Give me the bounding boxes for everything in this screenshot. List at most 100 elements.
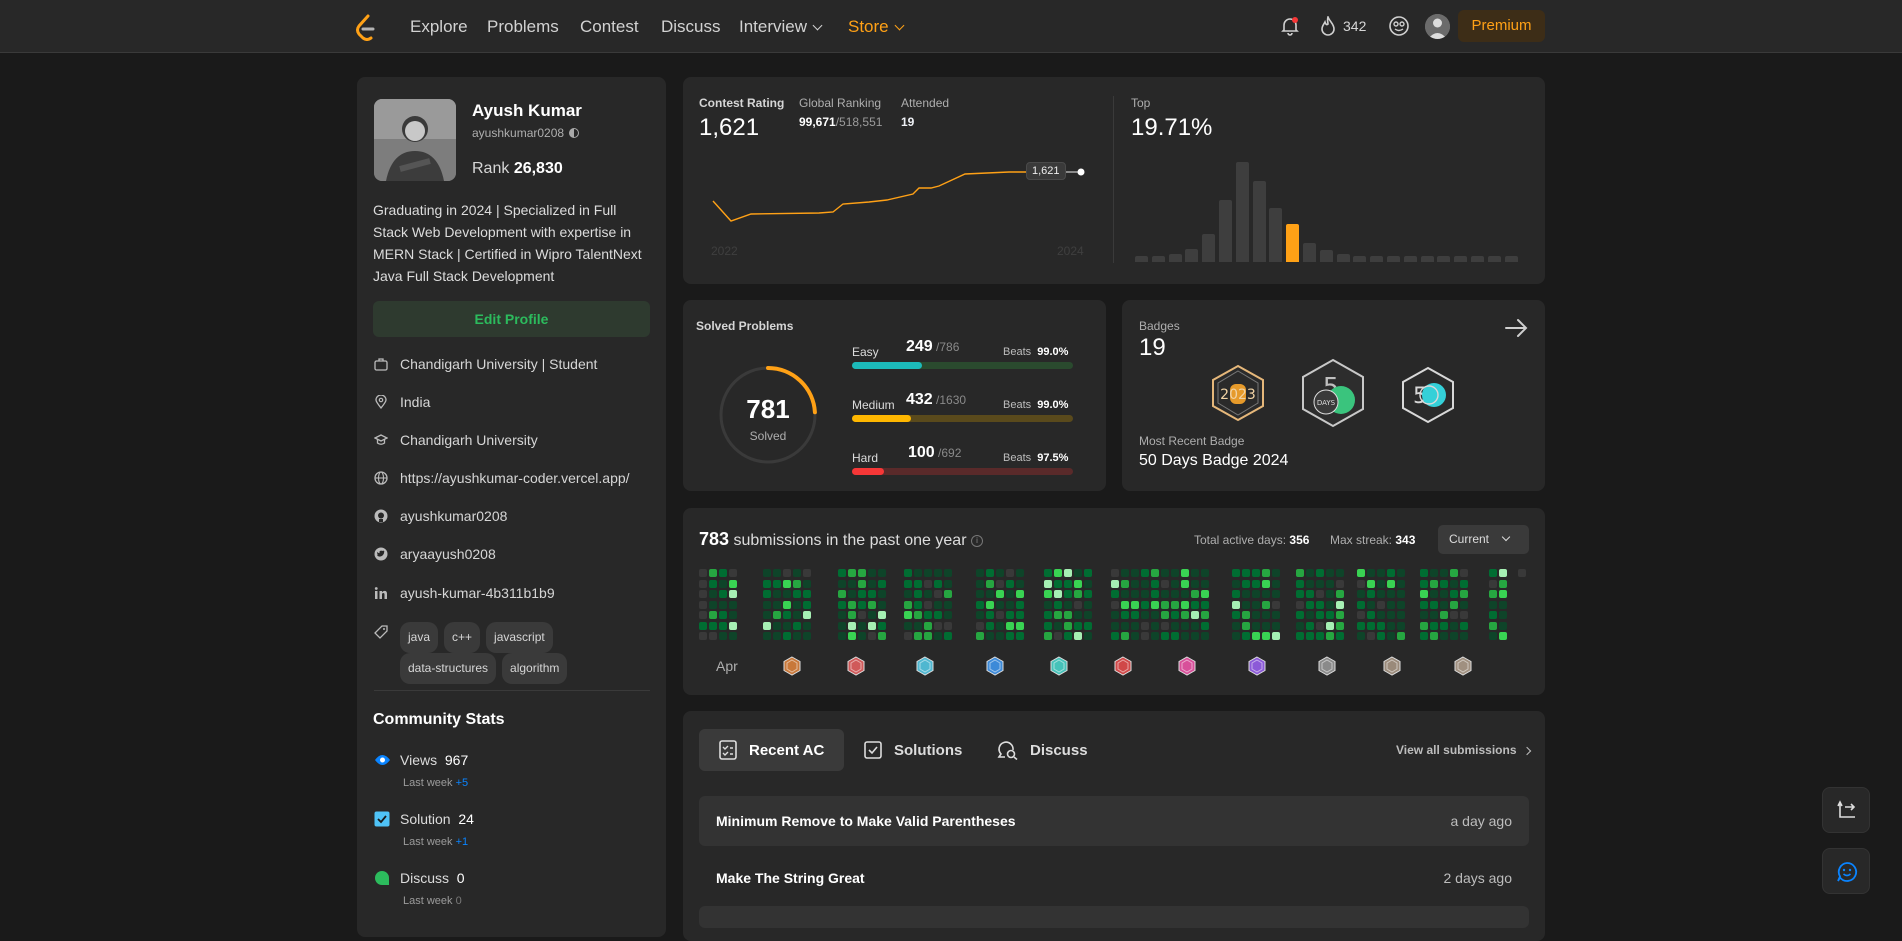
heatmap-cell[interactable] <box>1296 590 1304 598</box>
heatmap-cell[interactable] <box>976 621 984 630</box>
heatmap-cell[interactable] <box>1489 590 1497 598</box>
heatmap-cell[interactable] <box>1420 579 1428 588</box>
heatmap-cell[interactable] <box>878 621 886 630</box>
heatmap-cell[interactable] <box>904 569 912 577</box>
heatmap-cell[interactable] <box>1450 632 1458 640</box>
heatmap-cell[interactable] <box>1460 579 1468 588</box>
tab-solutions[interactable]: Solutions <box>844 729 982 771</box>
heatmap-cell[interactable] <box>1084 611 1092 619</box>
heatmap-cell[interactable] <box>1336 621 1344 630</box>
heatmap-cell[interactable] <box>1306 590 1314 598</box>
heatmap-cell[interactable] <box>914 569 922 577</box>
heatmap-cell[interactable] <box>1121 632 1129 640</box>
heatmap-cell[interactable] <box>699 600 707 609</box>
heatmap-cell[interactable] <box>1171 590 1179 598</box>
heatmap-cell[interactable] <box>699 579 707 588</box>
heatmap-cell[interactable] <box>1181 611 1189 619</box>
heatmap-cell[interactable] <box>1141 590 1149 598</box>
heatmap-cell[interactable] <box>1460 569 1468 577</box>
heatmap-cell[interactable] <box>1121 621 1129 630</box>
recent-item[interactable]: Make The String Great 2 days ago <box>716 870 1512 886</box>
heatmap-cell[interactable] <box>934 621 942 630</box>
heatmap-cell[interactable] <box>1141 600 1149 609</box>
heatmap-cell[interactable] <box>803 569 811 577</box>
heatmap-cell[interactable] <box>1499 600 1507 609</box>
heatmap-cell[interactable] <box>1151 632 1159 640</box>
heatmap-cell[interactable] <box>878 569 886 577</box>
heatmap-cell[interactable] <box>1016 621 1024 630</box>
info-linkedin[interactable]: ayush-kumar-4b311b1b9 <box>374 585 555 601</box>
heatmap-cell[interactable] <box>1357 590 1365 598</box>
heatmap-cell[interactable] <box>838 600 846 609</box>
heatmap-cell[interactable] <box>793 569 801 577</box>
heatmap-cell[interactable] <box>986 590 994 598</box>
heatmap-cell[interactable] <box>1367 621 1375 630</box>
heatmap-cell[interactable] <box>1054 569 1062 577</box>
heatmap-cell[interactable] <box>1181 632 1189 640</box>
info-icon[interactable]: i <box>970 534 983 547</box>
heatmap-cell[interactable] <box>1397 600 1405 609</box>
heatmap-cell[interactable] <box>1074 621 1082 630</box>
heatmap-cell[interactable] <box>934 590 942 598</box>
heatmap-cell[interactable] <box>934 579 942 588</box>
heatmap-cell[interactable] <box>1450 611 1458 619</box>
heatmap-cell[interactable] <box>1440 600 1448 609</box>
heatmap-cell[interactable] <box>709 600 717 609</box>
heatmap-cell[interactable] <box>1161 569 1169 577</box>
heatmap-cell[interactable] <box>1242 632 1250 640</box>
heatmap-cell[interactable] <box>1161 579 1169 588</box>
heatmap-cell[interactable] <box>1064 621 1072 630</box>
heatmap-cell[interactable] <box>944 632 952 640</box>
heatmap-cell[interactable] <box>1262 621 1270 630</box>
heatmap-cell[interactable] <box>1357 579 1365 588</box>
heatmap-cell[interactable] <box>1397 632 1405 640</box>
heatmap-cell[interactable] <box>1191 579 1199 588</box>
heatmap-cell[interactable] <box>858 579 866 588</box>
heatmap-cell[interactable] <box>1074 590 1082 598</box>
heatmap-cell[interactable] <box>1131 611 1139 619</box>
heatmap-cell[interactable] <box>1252 600 1260 609</box>
mood-icon[interactable] <box>1388 15 1410 37</box>
heatmap-cell[interactable] <box>719 611 727 619</box>
heatmap-cell[interactable] <box>1111 632 1119 640</box>
heatmap-cell[interactable] <box>1084 569 1092 577</box>
heatmap-cell[interactable] <box>1171 611 1179 619</box>
heatmap-cell[interactable] <box>1296 632 1304 640</box>
monthly-badge-icon[interactable] <box>915 656 935 676</box>
heatmap-cell[interactable] <box>1387 569 1395 577</box>
heatmap-cell[interactable] <box>773 579 781 588</box>
heatmap-cell[interactable] <box>986 621 994 630</box>
heatmap-cell[interactable] <box>848 621 856 630</box>
heatmap-cell[interactable] <box>1420 611 1428 619</box>
heatmap-cell[interactable] <box>1262 590 1270 598</box>
nav-discuss[interactable]: Discuss <box>661 17 721 36</box>
heatmap-cell[interactable] <box>1131 600 1139 609</box>
heatmap-cell[interactable] <box>1440 579 1448 588</box>
heatmap-cell[interactable] <box>858 611 866 619</box>
heatmap-cell[interactable] <box>1232 621 1240 630</box>
heatmap-cell[interactable] <box>1377 579 1385 588</box>
heatmap-cell[interactable] <box>1430 611 1438 619</box>
heatmap-cell[interactable] <box>1252 590 1260 598</box>
heatmap-cell[interactable] <box>729 621 737 630</box>
heatmap-cell[interactable] <box>1489 579 1497 588</box>
nav-interview[interactable]: Interview <box>739 17 823 37</box>
heatmap-cell[interactable] <box>1084 579 1092 588</box>
badge-2023-icon[interactable]: 2023 <box>1210 364 1266 422</box>
heatmap-cell[interactable] <box>793 600 801 609</box>
heatmap-cell[interactable] <box>848 632 856 640</box>
heatmap-cell[interactable] <box>1242 621 1250 630</box>
heatmap-cell[interactable] <box>729 569 737 577</box>
heatmap-cell[interactable] <box>1450 569 1458 577</box>
monthly-badge-icon[interactable] <box>846 656 866 676</box>
heatmap-cell[interactable] <box>838 579 846 588</box>
heatmap-cell[interactable] <box>763 579 771 588</box>
heatmap-cell[interactable] <box>1141 579 1149 588</box>
heatmap-cell[interactable] <box>904 579 912 588</box>
heatmap-cell[interactable] <box>763 600 771 609</box>
heatmap-cell[interactable] <box>1420 632 1428 640</box>
heatmap-cell[interactable] <box>976 569 984 577</box>
heatmap-cell[interactable] <box>868 579 876 588</box>
heatmap-cell[interactable] <box>868 569 876 577</box>
heatmap-cell[interactable] <box>1242 600 1250 609</box>
